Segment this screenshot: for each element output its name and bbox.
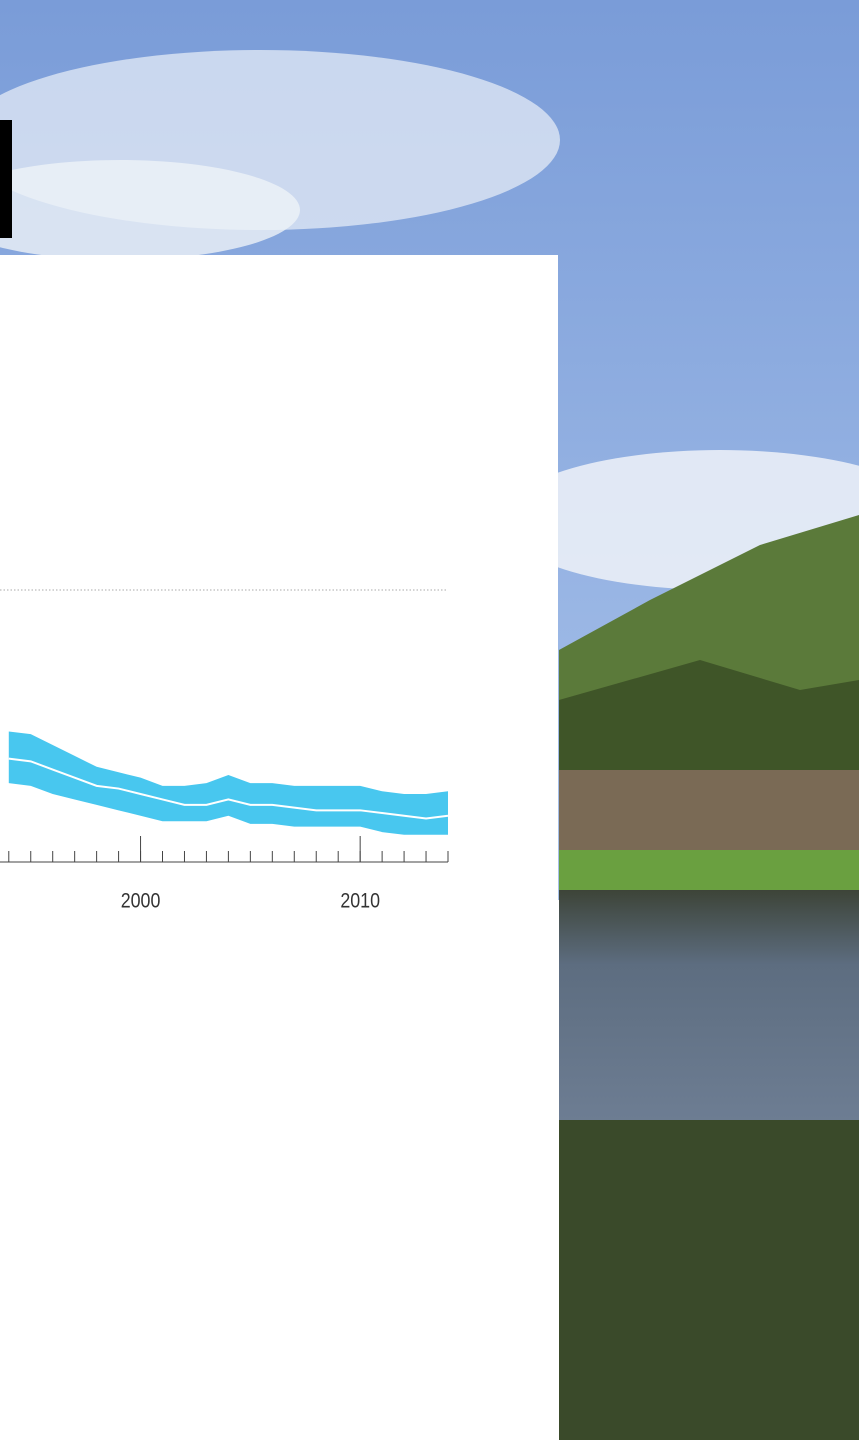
series-line <box>8 757 449 820</box>
x-tick-label: 2000 <box>121 889 161 913</box>
chart-panel <box>0 255 558 1440</box>
chart: 2000 2010 <box>0 589 449 913</box>
uncertainty-band <box>8 731 449 835</box>
x-tick-label: 2010 <box>340 889 380 913</box>
